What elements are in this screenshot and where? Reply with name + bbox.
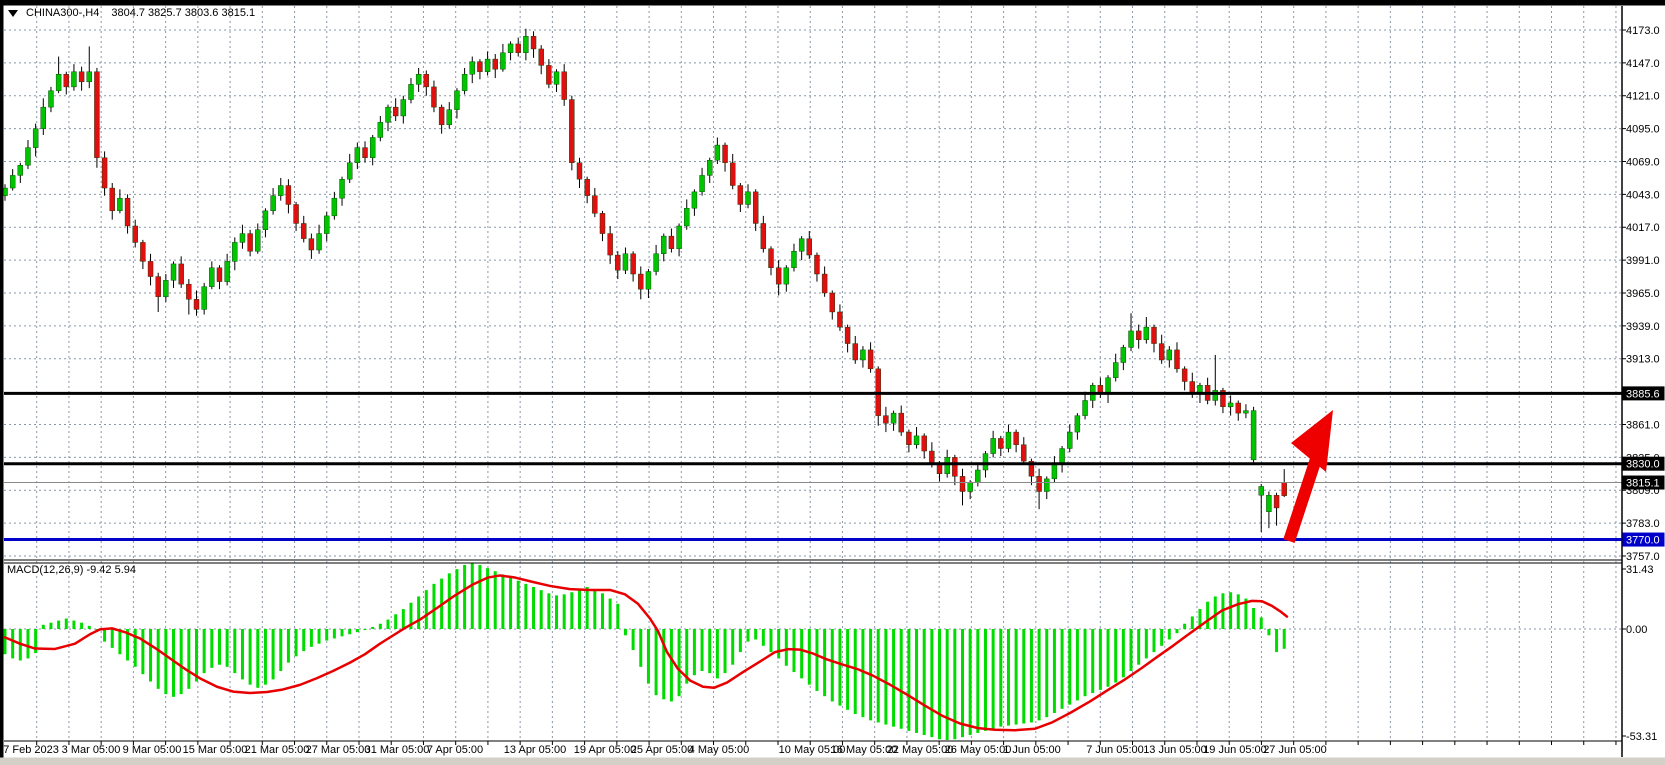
price-badge-3815.1 xyxy=(1622,475,1665,490)
price-tick-label: 4121.0 xyxy=(1626,91,1660,103)
date-tick-label: 9 Mar 05:00 xyxy=(123,744,182,756)
macd-tick-label: 0.00 xyxy=(1626,624,1647,636)
symbol-dropdown-icon[interactable] xyxy=(8,9,18,17)
price-badge-label: 3885.6 xyxy=(1626,388,1660,400)
price-badge-label: 3815.1 xyxy=(1626,478,1660,490)
price-tick-label: 3991.0 xyxy=(1626,255,1660,267)
price-tick-label: 3783.0 xyxy=(1626,518,1660,530)
date-tick-label: 3 Mar 05:00 xyxy=(62,744,121,756)
time-axis[interactable]: 27 Feb 2023 3 Mar 05:00 9 Mar 05:00 15 Mar … xyxy=(0,741,1617,756)
price-tick-label: 3757.0 xyxy=(1626,551,1660,563)
price-tick-label: 3913.0 xyxy=(1626,354,1660,366)
price-tick-label: 4017.0 xyxy=(1626,222,1660,234)
price-badge-3830.0 xyxy=(1622,456,1665,471)
date-tick-label: 13 Jun 05:00 xyxy=(1143,744,1207,756)
macd-tick-label: 31.43 xyxy=(1626,564,1654,576)
window-bottom-strip xyxy=(0,757,1665,765)
macd-axis[interactable]: 31.43 0.00 -53.31 xyxy=(1622,564,1657,743)
price-badge-label: 3830.0 xyxy=(1626,459,1660,471)
macd-histogram-series xyxy=(3,563,1286,740)
date-tick-label: 7 Jun 05:00 xyxy=(1086,744,1144,756)
date-tick-label: 27 Jun 05:00 xyxy=(1263,744,1327,756)
date-tick-label: 26 May 05:00 xyxy=(945,744,1012,756)
date-tick-label: 31 Mar 05:00 xyxy=(365,744,430,756)
date-tick-label: 27 Mar 05:00 xyxy=(306,744,371,756)
candlestick-series xyxy=(2,28,1287,532)
date-tick-label: 22 May 05:00 xyxy=(887,744,954,756)
price-badge-3885.6 xyxy=(1622,386,1665,401)
date-tick-label: 25 Apr 05:00 xyxy=(631,744,693,756)
date-tick-label: 19 Jun 05:00 xyxy=(1203,744,1267,756)
chart-title-bar: CHINA300-,H4 3804.7 3825.7 3803.6 3815.1 xyxy=(8,7,255,19)
date-tick-label: 15 Mar 05:00 xyxy=(183,744,248,756)
price-tick-label: 4173.0 xyxy=(1626,25,1660,37)
price-tick-label: 4043.0 xyxy=(1626,189,1660,201)
date-tick-label: 13 Apr 05:00 xyxy=(504,744,566,756)
chart-ohlc-values: 3804.7 3825.7 3803.6 3815.1 xyxy=(111,7,256,19)
price-tick-label: 4147.0 xyxy=(1626,58,1660,70)
horizontal-level-lines[interactable] xyxy=(4,391,1622,542)
window-left-border xyxy=(0,0,4,765)
price-tick-label: 3965.0 xyxy=(1626,288,1660,300)
date-tick-label: 10 May 05:00 xyxy=(779,744,846,756)
date-tick-label: 1 Jun 05:00 xyxy=(1003,744,1061,756)
price-axis[interactable]: 4173.0 4147.0 4121.0 4095.0 4069.0 4043.0 4017… xyxy=(1622,25,1665,563)
date-tick-label: 21 Mar 05:00 xyxy=(245,744,310,756)
date-tick-label: 19 Apr 05:00 xyxy=(574,744,636,756)
chart-symbol-period: CHINA300-,H4 xyxy=(26,7,100,19)
trend-arrow[interactable] xyxy=(1283,410,1333,543)
window-top-border xyxy=(0,0,1665,6)
macd-indicator-label: MACD(12,26,9) -9.42 5.94 xyxy=(7,564,137,576)
price-tick-label: 3939.0 xyxy=(1626,321,1660,333)
date-tick-label: 7 Apr 05:00 xyxy=(427,744,483,756)
price-tick-label: 4069.0 xyxy=(1626,156,1660,168)
price-badge-label: 3770.0 xyxy=(1626,535,1660,547)
date-tick-label: 4 May 05:00 xyxy=(689,744,750,756)
price-tick-label: 3861.0 xyxy=(1626,419,1660,431)
date-tick-label: 27 Feb 2023 xyxy=(0,744,59,756)
price-tick-label: 4095.0 xyxy=(1626,124,1660,136)
macd-signal-line xyxy=(3,574,1289,732)
date-tick-label: 16 May 05:00 xyxy=(831,744,898,756)
macd-tick-label: -53.31 xyxy=(1626,731,1657,743)
grid-layer xyxy=(4,6,1622,741)
price-badge-3770.0 xyxy=(1622,532,1665,547)
